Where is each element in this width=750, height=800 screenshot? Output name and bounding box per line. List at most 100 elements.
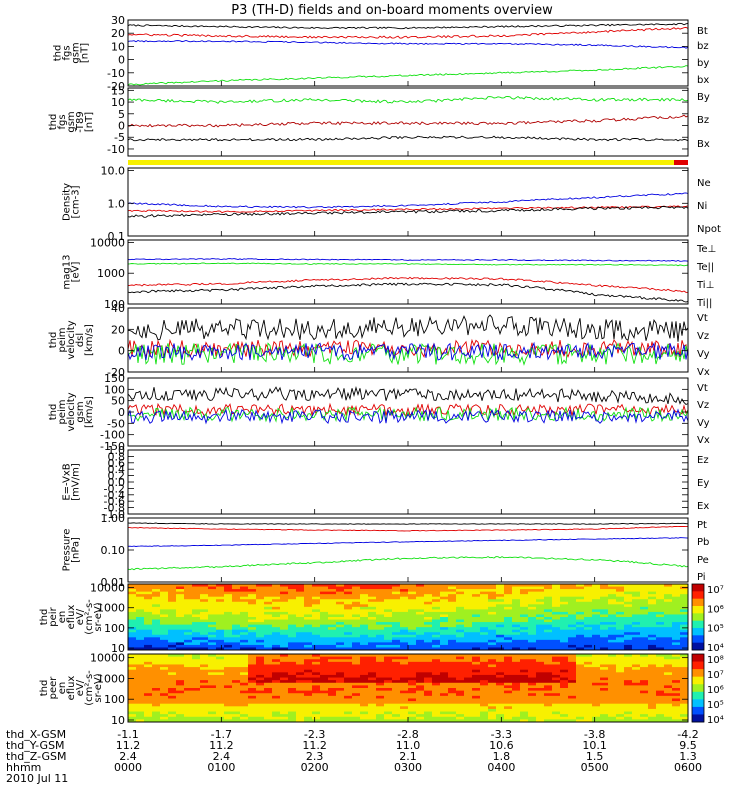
heatmap-cell: [336, 656, 345, 660]
heatmap-cell: [664, 690, 673, 694]
heatmap-cell: [328, 680, 337, 684]
heatmap-cell: [632, 589, 641, 593]
heatmap-cell: [592, 656, 601, 660]
heatmap-cell: [184, 637, 193, 641]
heatmap-cell: [584, 698, 593, 702]
heatmap-cell: [320, 622, 329, 626]
heatmap-cell: [280, 639, 289, 643]
heatmap-cell: [448, 596, 457, 600]
heatmap-cell: [392, 624, 401, 628]
y-tick-label: 10: [111, 40, 125, 53]
heatmap-cell: [168, 693, 177, 697]
heatmap-cell: [184, 629, 193, 633]
heatmap-cell: [312, 680, 321, 684]
heatmap-cell: [344, 614, 353, 618]
heatmap-cell: [424, 701, 433, 705]
heatmap-cell: [488, 688, 497, 692]
heatmap-cell: [272, 606, 281, 610]
heatmap-cell: [176, 708, 185, 713]
y-tick-label: 20: [111, 323, 125, 336]
heatmap-cell: [128, 685, 137, 689]
heatmap-cell: [576, 701, 585, 705]
heatmap-cell: [160, 604, 169, 608]
heatmap-cell: [504, 703, 513, 707]
heatmap-cell: [416, 672, 425, 676]
heatmap-cell: [528, 644, 537, 648]
heatmap-cell: [224, 719, 233, 723]
heatmap-cell: [368, 584, 377, 588]
y-tick-label: 15: [111, 84, 125, 97]
heatmap-cell: [544, 644, 553, 648]
heatmap-cell: [408, 714, 417, 718]
heatmap-cell: [152, 708, 161, 713]
heatmap-cell: [576, 669, 585, 673]
heatmap-cell: [208, 637, 217, 641]
heatmap-cell: [552, 604, 561, 608]
heatmap-cell: [560, 667, 569, 671]
heatmap-cell: [464, 690, 473, 694]
heatmap-cell: [576, 680, 585, 684]
heatmap-cell: [216, 614, 225, 618]
heatmap-cell: [504, 672, 513, 676]
heatmap-cell: [160, 634, 169, 638]
heatmap-cell: [176, 672, 185, 676]
heatmap-cell: [128, 594, 137, 598]
heatmap-cell: [616, 596, 625, 600]
heatmap-cell: [320, 659, 329, 663]
heatmap-cell: [168, 656, 177, 660]
heatmap-cell: [440, 685, 449, 689]
heatmap-cell: [632, 632, 641, 636]
heatmap-cell: [552, 698, 561, 702]
heatmap-cell: [256, 698, 265, 702]
heatmap-cell: [488, 656, 497, 660]
heatmap-cell: [336, 695, 345, 699]
heatmap-cell: [616, 632, 625, 636]
heatmap-cell: [152, 637, 161, 641]
heatmap-cell: [200, 647, 209, 651]
heatmap-cell: [680, 644, 689, 648]
heatmap-cell: [640, 634, 649, 638]
heatmap-cell: [176, 624, 185, 628]
heatmap-cell: [520, 680, 529, 684]
heatmap-cell: [296, 706, 305, 710]
heatmap-cell: [576, 659, 585, 663]
heatmap-cell: [288, 667, 297, 671]
heatmap-cell: [560, 622, 569, 626]
heatmap-cell: [472, 639, 481, 643]
heatmap-cell: [432, 698, 441, 702]
heatmap-cell: [264, 639, 273, 643]
heatmap-cell: [568, 644, 577, 648]
heatmap-cell: [224, 639, 233, 643]
heatmap-cell: [328, 622, 337, 626]
y-tick-label: 10.0: [101, 165, 126, 178]
heatmap-cell: [160, 703, 169, 707]
heatmap-cell: [328, 611, 337, 615]
heatmap-cell: [288, 589, 297, 593]
y-axis-label-line: thd: [53, 45, 64, 62]
heatmap-cell: [304, 594, 313, 598]
heatmap-cell: [160, 627, 169, 631]
heatmap-cell: [376, 622, 385, 626]
heatmap-cell: [136, 659, 145, 663]
heatmap-cell: [584, 714, 593, 718]
heatmap-cell: [192, 614, 201, 618]
heatmap-cell: [280, 661, 289, 665]
heatmap-cell: [216, 693, 225, 697]
heatmap-cell: [304, 664, 313, 668]
heatmap-cell: [424, 591, 433, 595]
heatmap-cell: [672, 656, 681, 660]
heatmap-cell: [184, 624, 193, 628]
heatmap-cell: [448, 634, 457, 638]
heatmap-cell: [464, 624, 473, 628]
heatmap-cell: [440, 693, 449, 697]
heatmap-cell: [328, 706, 337, 710]
heatmap-cell: [184, 604, 193, 608]
heatmap-cell: [568, 634, 577, 638]
heatmap-cell: [520, 584, 529, 588]
heatmap-cell: [256, 695, 265, 699]
heatmap-cell: [480, 664, 489, 668]
heatmap-cell: [368, 642, 377, 646]
heatmap-cell: [304, 669, 313, 673]
heatmap-cell: [496, 624, 505, 628]
heatmap-cell: [208, 627, 217, 631]
